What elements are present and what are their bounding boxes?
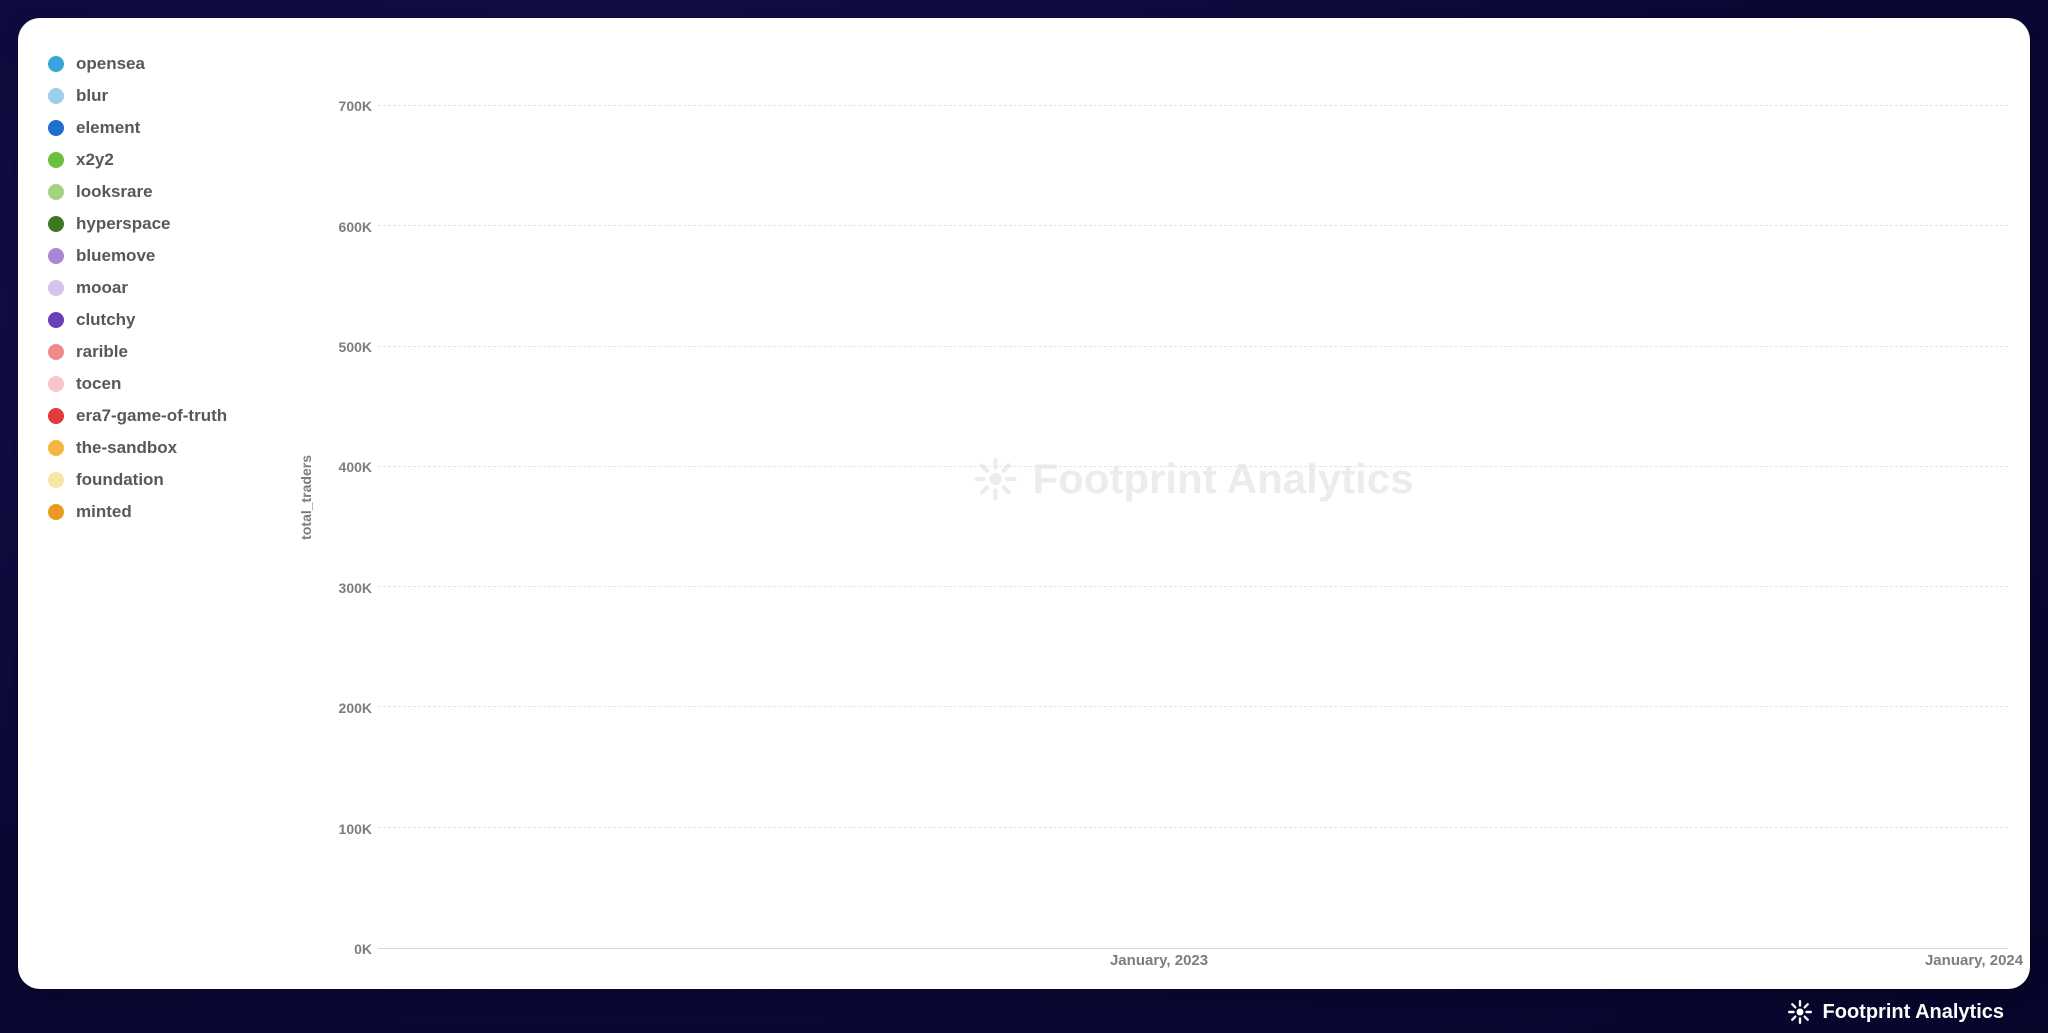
legend-swatch — [48, 376, 64, 392]
legend-swatch — [48, 280, 64, 296]
y-tick: 600K — [339, 219, 372, 235]
legend-swatch — [48, 184, 64, 200]
legend-label: minted — [76, 502, 132, 522]
grid-line — [378, 225, 2008, 226]
legend-swatch — [48, 472, 64, 488]
legend-item-blur[interactable]: blur — [48, 86, 298, 106]
legend-label: era7-game-of-truth — [76, 406, 227, 426]
y-tick: 0K — [354, 941, 372, 957]
grid-line — [378, 586, 2008, 587]
legend-label: the-sandbox — [76, 438, 177, 458]
legend-item-rarible[interactable]: rarible — [48, 342, 298, 362]
legend-label: opensea — [76, 54, 145, 74]
legend-label: element — [76, 118, 140, 138]
legend-swatch — [48, 344, 64, 360]
legend-label: hyperspace — [76, 214, 171, 234]
legend-swatch — [48, 504, 64, 520]
legend: opensea blur element x2y2 looksrare hyperspac… — [48, 46, 298, 949]
legend-item-clutchy[interactable]: clutchy — [48, 310, 298, 330]
y-tick: 400K — [339, 459, 372, 475]
legend-item-element[interactable]: element — [48, 118, 298, 138]
legend-item-opensea[interactable]: opensea — [48, 54, 298, 74]
x-axis-label: January, 2023 — [1110, 952, 1208, 969]
legend-swatch — [48, 120, 64, 136]
legend-swatch — [48, 248, 64, 264]
legend-item-tocen[interactable]: tocen — [48, 374, 298, 394]
legend-label: rarible — [76, 342, 128, 362]
legend-label: foundation — [76, 470, 164, 490]
legend-item-minted[interactable]: minted — [48, 502, 298, 522]
grid-line — [378, 706, 2008, 707]
legend-item-mooar[interactable]: mooar — [48, 278, 298, 298]
y-tick: 300K — [339, 580, 372, 596]
legend-item-sandbox[interactable]: the-sandbox — [48, 438, 298, 458]
legend-item-foundation[interactable]: foundation — [48, 470, 298, 490]
x-axis-label: January, 2024 — [1925, 952, 2023, 969]
legend-label: x2y2 — [76, 150, 114, 170]
chart: total_traders 0K100K200K300K400K500K600K… — [298, 46, 2008, 949]
legend-swatch — [48, 152, 64, 168]
footer-brand-text: Footprint Analytics — [1823, 1001, 2004, 1024]
grid-line — [378, 346, 2008, 347]
legend-swatch — [48, 88, 64, 104]
footer-brand: Footprint Analytics — [18, 989, 2030, 1025]
plot-area: Footprint Analytics January, 2023January… — [378, 46, 2008, 949]
legend-swatch — [48, 312, 64, 328]
grid-line — [378, 827, 2008, 828]
legend-label: clutchy — [76, 310, 136, 330]
y-tick: 700K — [339, 98, 372, 114]
bars-container — [378, 46, 2008, 948]
grid-line — [378, 466, 2008, 467]
legend-label: looksrare — [76, 182, 153, 202]
footprint-icon — [1787, 999, 1813, 1025]
legend-swatch — [48, 408, 64, 424]
legend-label: blur — [76, 86, 108, 106]
y-tick: 200K — [339, 700, 372, 716]
legend-label: bluemove — [76, 246, 155, 266]
legend-item-looksrare[interactable]: looksrare — [48, 182, 298, 202]
legend-label: tocen — [76, 374, 121, 394]
grid-line — [378, 105, 2008, 106]
y-tick: 100K — [339, 821, 372, 837]
y-axis-ticks: 0K100K200K300K400K500K600K700K — [318, 46, 378, 949]
legend-label: mooar — [76, 278, 128, 298]
legend-item-bluemove[interactable]: bluemove — [48, 246, 298, 266]
y-tick: 500K — [339, 339, 372, 355]
chart-card: opensea blur element x2y2 looksrare hyperspac… — [18, 18, 2030, 989]
legend-swatch — [48, 56, 64, 72]
y-axis-label: total_traders — [298, 455, 314, 540]
legend-swatch — [48, 216, 64, 232]
legend-item-x2y2[interactable]: x2y2 — [48, 150, 298, 170]
legend-item-era7[interactable]: era7-game-of-truth — [48, 406, 298, 426]
x-axis-labels: January, 2023January, 2024 — [378, 952, 2008, 976]
legend-swatch — [48, 440, 64, 456]
legend-item-hyperspace[interactable]: hyperspace — [48, 214, 298, 234]
